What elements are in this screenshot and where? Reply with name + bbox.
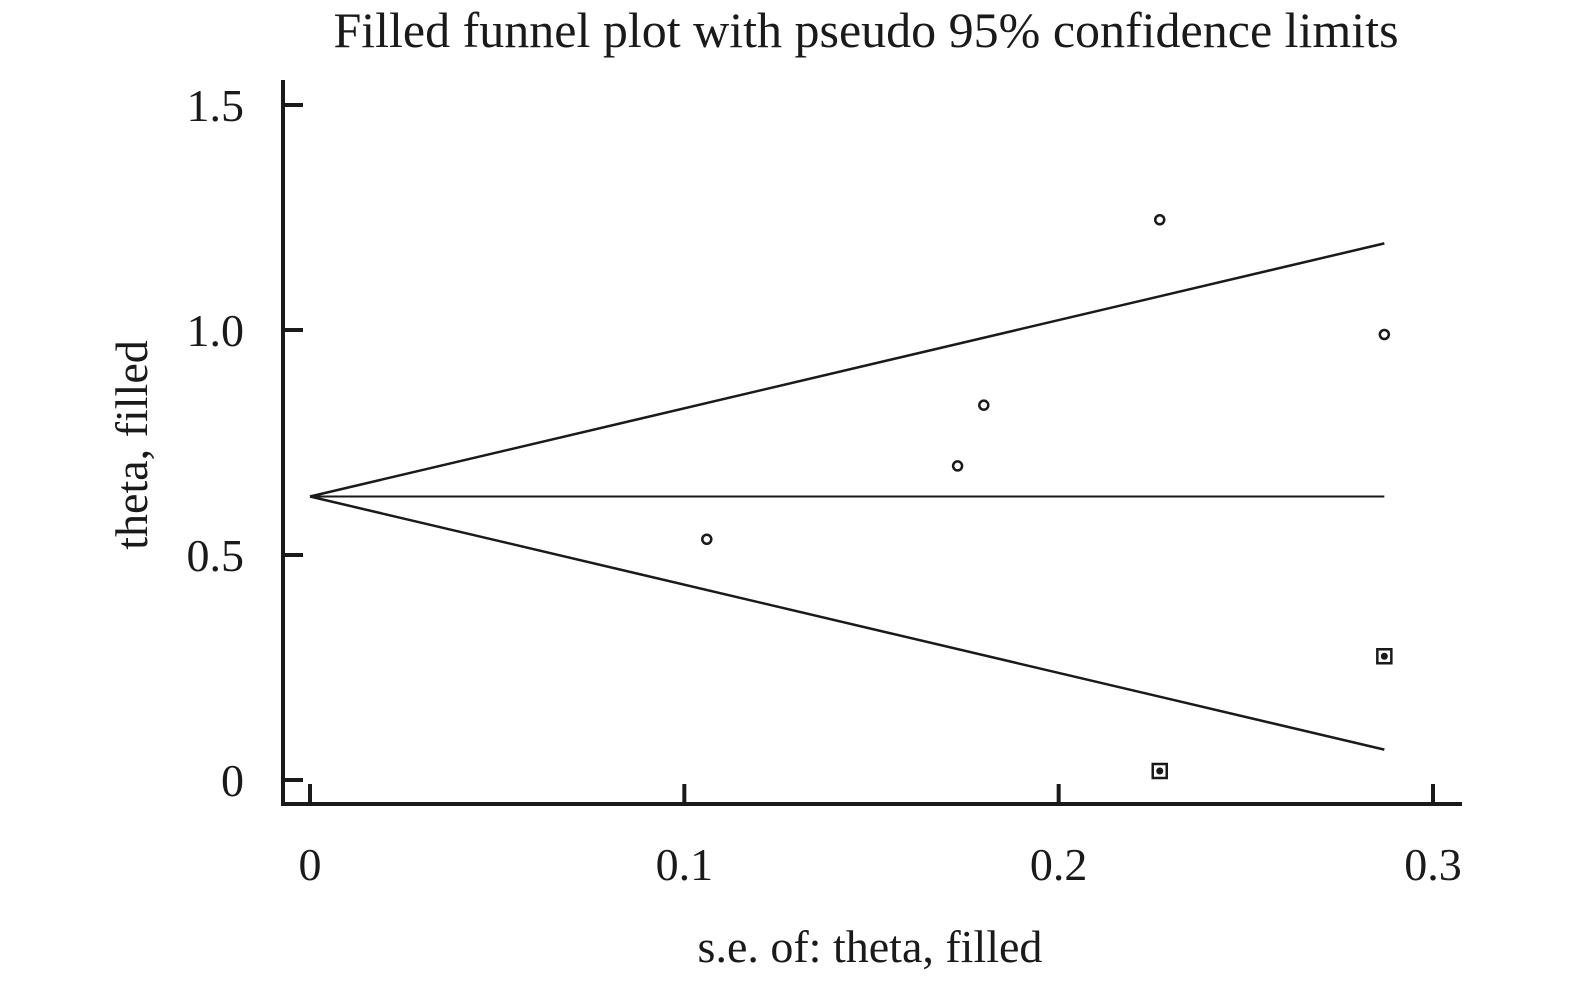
lower-confidence-limit	[309, 495, 1385, 751]
y-tick-label: 1.0	[187, 305, 245, 356]
observed-study-point	[951, 460, 964, 472]
x-axis-ticks: 0 0.1 0.2 0.3	[299, 784, 1462, 890]
filled-study-point	[1376, 648, 1393, 665]
observed-study-point	[701, 533, 713, 545]
filled-study-point	[1151, 762, 1168, 780]
y-tick-label: 0.5	[187, 530, 245, 581]
filled-point-dot	[1156, 767, 1164, 775]
chart-title: Filled funnel plot with pseudo 95% confi…	[333, 2, 1398, 58]
observed-study-point	[978, 399, 990, 411]
axes	[281, 80, 1462, 806]
filled-point-square	[1151, 762, 1168, 780]
data-points	[701, 214, 1393, 780]
x-tick-label: 0.2	[1030, 839, 1088, 890]
observed-study-point	[1153, 214, 1166, 226]
y-tick-label: 0	[221, 755, 244, 806]
x-tick-label: 0.3	[1404, 839, 1462, 890]
y-tick-label: 1.5	[187, 80, 245, 131]
funnel-lines	[309, 242, 1385, 751]
x-tick-label: 0	[299, 839, 322, 890]
x-axis-label: s.e. of: theta, filled	[698, 921, 1043, 972]
x-tick-label: 0.1	[656, 839, 714, 890]
observed-study-point	[1378, 328, 1391, 341]
filled-point-dot	[1380, 652, 1388, 660]
filled-point-square	[1376, 648, 1393, 665]
upper-confidence-limit	[309, 242, 1385, 498]
y-axis-ticks: 0 0.5 1.0 1.5	[187, 80, 303, 806]
y-axis-label: theta, filled	[106, 340, 157, 549]
